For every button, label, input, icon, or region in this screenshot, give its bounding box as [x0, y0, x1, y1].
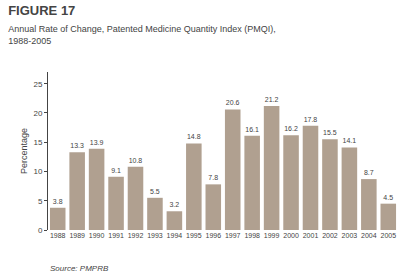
svg-text:Percentage: Percentage	[19, 128, 29, 174]
svg-text:1992: 1992	[128, 232, 144, 239]
svg-text:1993: 1993	[147, 232, 163, 239]
svg-text:25: 25	[33, 80, 42, 89]
svg-text:2005: 2005	[380, 232, 396, 239]
svg-text:2003: 2003	[342, 232, 358, 239]
svg-text:2002: 2002	[322, 232, 338, 239]
svg-text:9.1: 9.1	[111, 167, 121, 174]
svg-text:1999: 1999	[264, 232, 280, 239]
svg-text:1994: 1994	[167, 232, 183, 239]
svg-text:1995: 1995	[186, 232, 202, 239]
svg-text:15: 15	[33, 138, 42, 147]
svg-text:2000: 2000	[283, 232, 299, 239]
svg-text:3.2: 3.2	[169, 201, 179, 208]
svg-text:1990: 1990	[89, 232, 105, 239]
svg-text:10: 10	[33, 167, 42, 176]
svg-text:20.6: 20.6	[226, 99, 240, 106]
svg-text:10.8: 10.8	[129, 157, 143, 164]
svg-text:3.8: 3.8	[53, 198, 63, 205]
svg-text:1991: 1991	[108, 232, 124, 239]
svg-text:5.5: 5.5	[150, 188, 160, 195]
svg-text:8.7: 8.7	[364, 169, 374, 176]
svg-text:17.8: 17.8	[304, 116, 318, 123]
svg-text:15.5: 15.5	[323, 129, 337, 136]
svg-text:1998: 1998	[244, 232, 260, 239]
svg-text:13.9: 13.9	[90, 139, 104, 146]
svg-text:14.8: 14.8	[187, 133, 201, 140]
svg-text:16.2: 16.2	[284, 125, 298, 132]
svg-text:5: 5	[38, 197, 43, 206]
svg-text:14.1: 14.1	[343, 137, 357, 144]
svg-text:2004: 2004	[361, 232, 377, 239]
svg-text:1997: 1997	[225, 232, 241, 239]
svg-text:FIGURE 17: FIGURE 17	[8, 3, 75, 18]
svg-text:1988: 1988	[50, 232, 66, 239]
svg-text:1996: 1996	[205, 232, 221, 239]
svg-text:1989: 1989	[69, 232, 85, 239]
svg-text:2001: 2001	[303, 232, 319, 239]
svg-text:13.3: 13.3	[70, 142, 84, 149]
svg-text:4.5: 4.5	[383, 194, 393, 201]
svg-text:7.8: 7.8	[208, 174, 218, 181]
svg-text:20: 20	[33, 109, 42, 118]
svg-text:0: 0	[38, 226, 43, 235]
svg-text:21.2: 21.2	[265, 96, 279, 103]
svg-text:Annual Rate of Change, Patente: Annual Rate of Change, Patented Medicine…	[8, 24, 276, 46]
svg-text:16.1: 16.1	[245, 126, 259, 133]
svg-text:Source: PMPRB: Source: PMPRB	[50, 264, 109, 273]
